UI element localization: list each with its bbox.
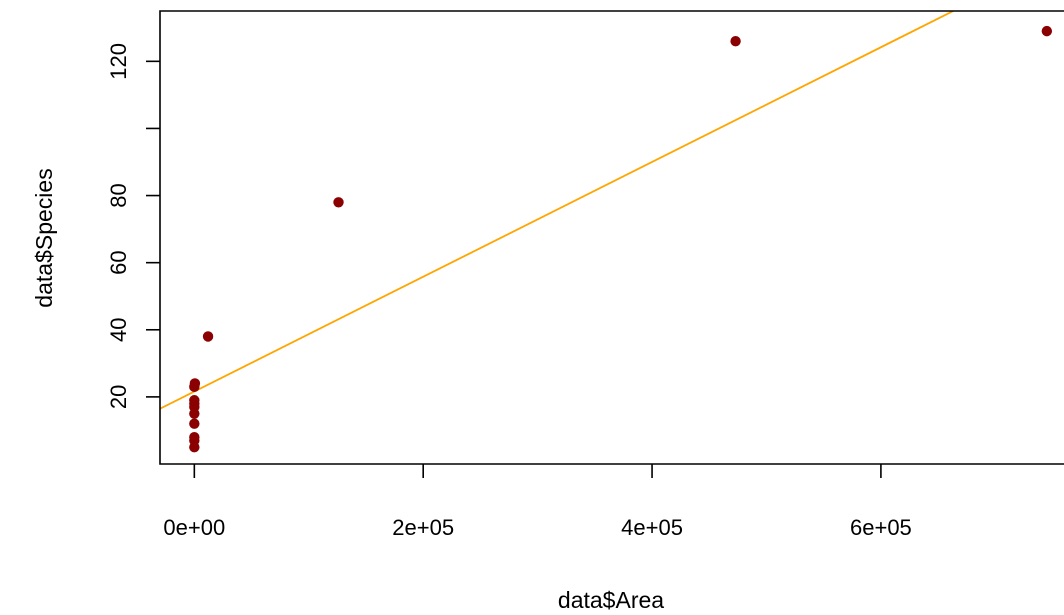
data-point xyxy=(189,431,200,443)
data-point xyxy=(1041,25,1053,37)
data-point xyxy=(333,197,344,208)
data-point xyxy=(189,395,200,406)
y-axis-ticks: 20 40 60 80 120 xyxy=(106,43,160,409)
x-tick-label: 0e+00 xyxy=(163,515,225,540)
x-axis-label: data$Area xyxy=(558,587,664,613)
regression-line xyxy=(160,11,956,410)
data-point xyxy=(202,331,214,342)
regression-line-layer xyxy=(160,11,956,410)
x-tick-label: 2e+05 xyxy=(392,515,454,540)
x-tick-label: 6e+05 xyxy=(850,515,912,540)
data-point xyxy=(730,36,741,47)
data-point xyxy=(189,418,200,429)
y-axis-label: data$Species xyxy=(31,168,57,307)
plot-frame xyxy=(159,10,1064,465)
data-point xyxy=(189,378,201,389)
y-tick-label: 80 xyxy=(106,183,131,207)
y-tick-label: 120 xyxy=(106,43,131,80)
y-tick-label: 20 xyxy=(106,385,131,409)
y-tick-label: 60 xyxy=(106,250,131,274)
x-tick-label: 4e+05 xyxy=(621,515,683,540)
data-points-layer xyxy=(189,25,1053,453)
x-axis-ticks: 0e+00 2e+05 4e+05 6e+05 xyxy=(163,464,912,540)
y-tick-label: 40 xyxy=(106,318,131,342)
